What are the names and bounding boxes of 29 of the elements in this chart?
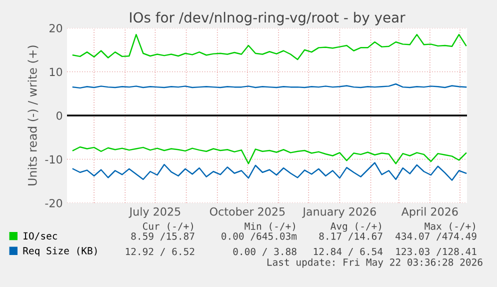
text: 0.00 / 3.88	[233, 248, 296, 256]
x-tick-label: January 2026	[302, 207, 376, 218]
y-tick-label: -20	[45, 198, 62, 208]
text: Min (-/+)	[244, 222, 295, 231]
y-tick-label: -10	[45, 155, 62, 164]
text: Cur (-/+)	[142, 222, 193, 231]
text: Avg (-/+)	[330, 222, 381, 232]
text: 12.92 / 6.52	[126, 248, 194, 256]
y-axis-title: Units read (-) / write (+)	[28, 46, 38, 186]
line-series	[72, 162, 467, 181]
text: 8.59 /15.87	[131, 232, 194, 241]
y-tick-label: 20	[50, 24, 62, 32]
x-tick-label: October 2025	[210, 207, 285, 216]
text: 12.84 / 6.54	[314, 248, 383, 256]
text: 123.03 /128.41	[396, 248, 476, 256]
text: Last update: Fri May 22 03:36:28 2026	[267, 258, 482, 268]
text: 434.07 /474.49	[396, 232, 476, 241]
x-tick-label: April 2026	[401, 207, 458, 218]
y-tick-label: 10	[50, 68, 62, 76]
line-series	[72, 34, 467, 60]
x-tick-label: July 2025	[128, 207, 180, 218]
legend-label: IO/sec	[24, 232, 57, 240]
legend-label: Req Size (KB)	[23, 246, 97, 256]
text: Max (-/+)	[424, 222, 475, 231]
text: 0.00 /645.03m	[222, 232, 297, 241]
text: 8.17 /14.67	[319, 232, 382, 241]
line-series	[72, 146, 467, 164]
chart-title: IOs for /dev/nlnog-ring-vg/root - by year	[130, 12, 406, 26]
y-tick-label: 0	[56, 111, 62, 120]
